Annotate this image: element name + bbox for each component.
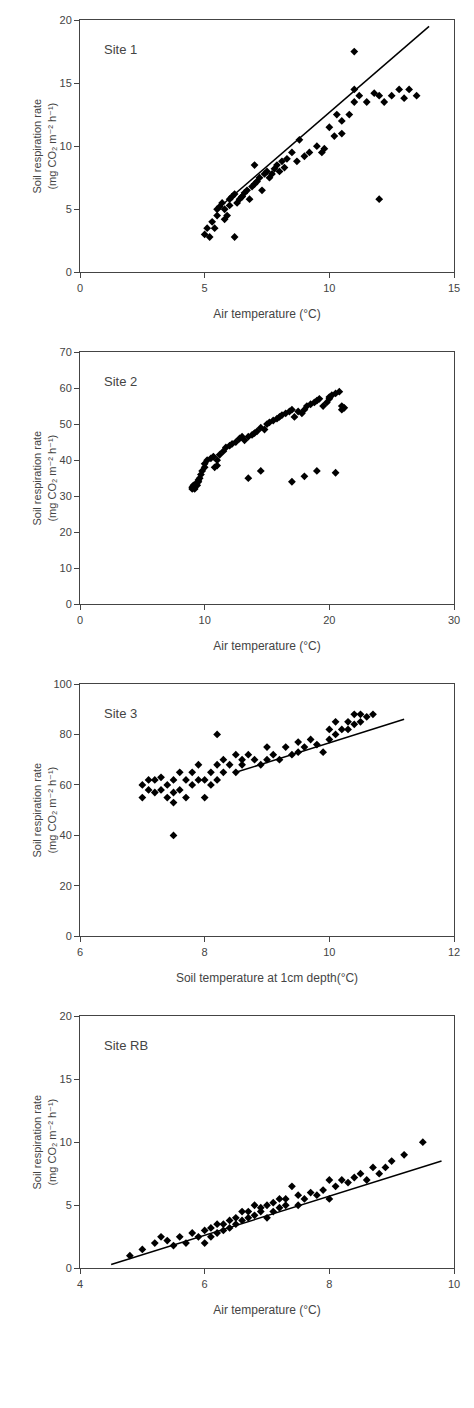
svg-text:15: 15 bbox=[448, 282, 460, 294]
svg-text:6: 6 bbox=[202, 1278, 208, 1290]
svg-text:0: 0 bbox=[77, 282, 83, 294]
svg-text:5: 5 bbox=[66, 203, 72, 215]
svg-text:10: 10 bbox=[199, 614, 211, 626]
svg-text:0: 0 bbox=[66, 1262, 72, 1274]
svg-text:50: 50 bbox=[60, 418, 72, 430]
svg-text:Site 3: Site 3 bbox=[104, 706, 137, 721]
svg-text:20: 20 bbox=[60, 526, 72, 538]
svg-text:8: 8 bbox=[202, 946, 208, 958]
svg-text:Soil respiration rate(mg CO₂ m: Soil respiration rate(mg CO₂ m⁻² h⁻¹) bbox=[31, 431, 57, 526]
svg-text:10: 10 bbox=[323, 282, 335, 294]
svg-text:40: 40 bbox=[60, 454, 72, 466]
svg-text:40: 40 bbox=[60, 829, 72, 841]
svg-text:70: 70 bbox=[60, 346, 72, 358]
svg-text:0: 0 bbox=[66, 266, 72, 278]
svg-text:20: 20 bbox=[60, 1010, 72, 1022]
svg-text:10: 10 bbox=[60, 562, 72, 574]
svg-text:12: 12 bbox=[448, 946, 460, 958]
svg-text:Site 2: Site 2 bbox=[104, 374, 137, 389]
svg-text:10: 10 bbox=[60, 140, 72, 152]
svg-text:60: 60 bbox=[60, 779, 72, 791]
svg-text:10: 10 bbox=[323, 946, 335, 958]
svg-text:20: 20 bbox=[60, 880, 72, 892]
svg-text:8: 8 bbox=[326, 1278, 332, 1290]
svg-text:Air temperature (°C): Air temperature (°C) bbox=[213, 639, 321, 653]
svg-text:Site RB: Site RB bbox=[104, 1038, 148, 1053]
svg-text:20: 20 bbox=[60, 14, 72, 26]
svg-text:6: 6 bbox=[77, 946, 83, 958]
svg-text:5: 5 bbox=[202, 282, 208, 294]
svg-text:30: 30 bbox=[60, 490, 72, 502]
svg-text:Soil temperature at 1cm depth(: Soil temperature at 1cm depth(°C) bbox=[176, 971, 358, 985]
svg-text:80: 80 bbox=[60, 728, 72, 740]
svg-text:Soil respiration rate(mg CO₂ m: Soil respiration rate(mg CO₂ m⁻² h⁻¹) bbox=[31, 1095, 57, 1190]
svg-text:15: 15 bbox=[60, 77, 72, 89]
svg-text:Air temperature (°C): Air temperature (°C) bbox=[213, 307, 321, 321]
svg-text:10: 10 bbox=[60, 1136, 72, 1148]
svg-text:100: 100 bbox=[53, 678, 71, 690]
svg-text:10: 10 bbox=[448, 1278, 460, 1290]
svg-text:5: 5 bbox=[66, 1199, 72, 1211]
svg-text:0: 0 bbox=[77, 614, 83, 626]
svg-text:Air temperature (°C): Air temperature (°C) bbox=[213, 1303, 321, 1317]
svg-text:0: 0 bbox=[66, 598, 72, 610]
svg-text:20: 20 bbox=[323, 614, 335, 626]
svg-text:Soil respiration rate(mg CO₂ m: Soil respiration rate(mg CO₂ m⁻² h⁻¹) bbox=[31, 99, 57, 194]
svg-text:4: 4 bbox=[77, 1278, 83, 1290]
svg-text:Site 1: Site 1 bbox=[104, 42, 137, 57]
svg-text:Soil respiration rate(mg CO₂ m: Soil respiration rate(mg CO₂ m⁻² h⁻¹) bbox=[31, 763, 57, 858]
svg-text:30: 30 bbox=[448, 614, 460, 626]
svg-text:0: 0 bbox=[66, 930, 72, 942]
svg-text:60: 60 bbox=[60, 382, 72, 394]
svg-text:15: 15 bbox=[60, 1073, 72, 1085]
